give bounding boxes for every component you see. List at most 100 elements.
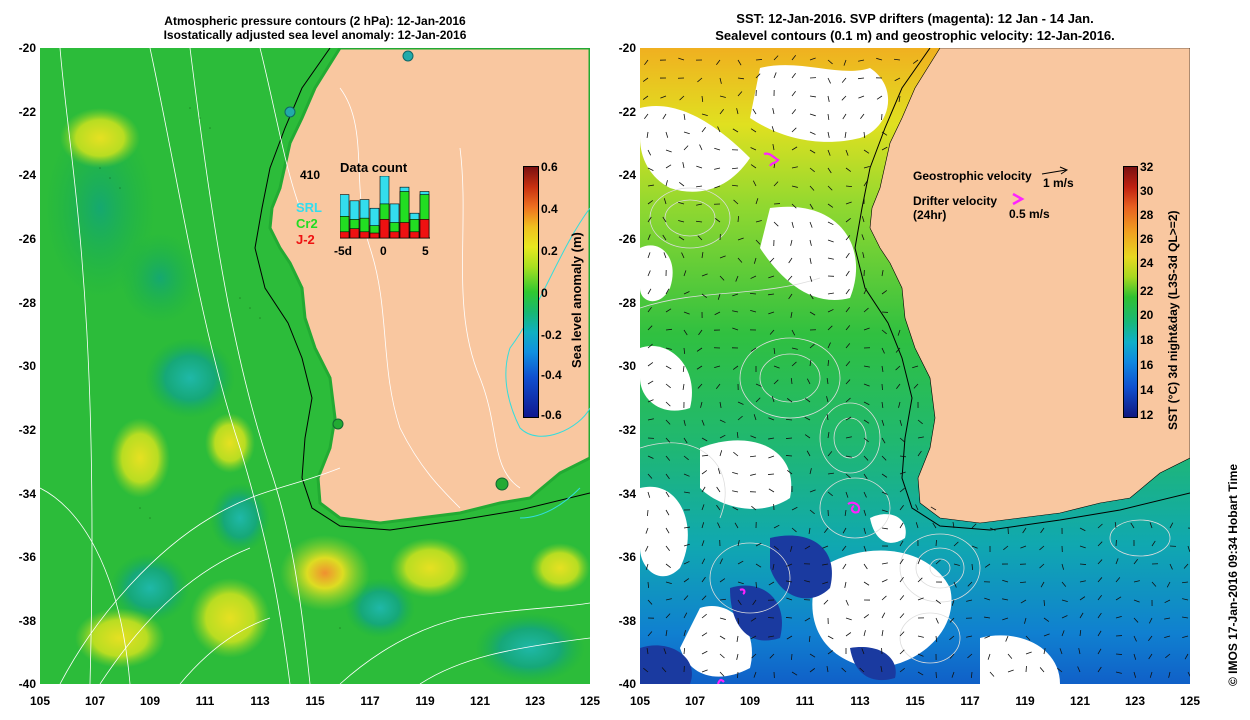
velocity-arrow — [1039, 545, 1045, 551]
velocity-arrow — [736, 635, 739, 642]
velocity-arrow — [827, 257, 834, 260]
velocity-arrow — [1151, 540, 1156, 547]
velocity-arrow — [683, 543, 690, 547]
sst-map[interactable] — [640, 48, 1190, 684]
velocity-arrow — [917, 635, 924, 638]
tide-gauges — [284, 50, 509, 491]
velocity-arrow — [647, 216, 652, 223]
sealevel-contours — [640, 187, 1171, 664]
velocity-arrow — [984, 635, 991, 639]
sea-level-anomaly-map[interactable] — [40, 48, 590, 684]
velocity-arrow — [701, 613, 707, 619]
velocity-arrow — [719, 671, 725, 677]
inset-title: Data count — [340, 160, 408, 175]
velocity-arrow — [665, 563, 671, 568]
velocity-arrow — [809, 185, 815, 191]
velocity-arrow — [881, 270, 884, 277]
velocity-arrow — [912, 365, 919, 369]
geo-scale-value: 1 m/s — [1043, 176, 1074, 190]
velocity-arrow — [683, 291, 690, 295]
velocity-arrow — [827, 309, 834, 313]
velocity-arrow — [863, 581, 870, 586]
velocity-arrow — [647, 306, 652, 313]
velocity-arrow — [1149, 671, 1153, 678]
velocity-arrow — [952, 522, 955, 529]
right-ytick: -34 — [618, 487, 636, 501]
velocity-arrow — [1115, 596, 1122, 601]
velocity-arrow — [1079, 596, 1086, 601]
velocity-arrow — [731, 184, 739, 187]
velocity-arrow — [899, 522, 904, 529]
velocity-arrow — [841, 77, 847, 83]
velocity-arrow — [767, 473, 775, 475]
velocity-arrow — [1184, 653, 1189, 660]
inset-bar-j2 — [340, 231, 350, 239]
velocity-arrow — [827, 239, 834, 243]
velocity-arrow — [665, 308, 672, 313]
velocity-arrow — [845, 235, 851, 241]
velocity-arrow — [808, 527, 811, 534]
velocity-arrow — [768, 581, 775, 586]
velocity-arrow — [827, 77, 831, 84]
velocity-arrow — [809, 275, 813, 282]
velocity-arrow — [737, 91, 743, 97]
velocity-arrow — [662, 234, 667, 241]
sla-tick: 0.2 — [541, 244, 558, 258]
velocity-arrow — [787, 275, 793, 281]
velocity-arrow — [863, 166, 870, 169]
velocity-arrow — [1182, 635, 1189, 639]
velocity-arrow — [880, 666, 883, 673]
inset-bar-j2 — [419, 219, 430, 239]
inset-bar-j2 — [369, 232, 380, 239]
velocity-arrow — [732, 365, 739, 370]
left-xtick: 119 — [415, 694, 435, 708]
velocity-arrow — [804, 617, 811, 622]
velocity-arrow — [899, 540, 904, 547]
sla-tick: 0 — [541, 286, 548, 300]
velocity-arrow — [665, 180, 668, 187]
velocity-arrow — [1133, 653, 1137, 660]
inset-legend-cr2: Cr2 — [296, 216, 318, 231]
velocity-arrow — [788, 257, 793, 264]
velocity-arrow — [753, 414, 757, 421]
velocity-arrow — [791, 671, 798, 676]
velocity-arrow — [661, 667, 667, 673]
velocity-arrow — [737, 581, 744, 585]
velocity-arrow — [753, 671, 757, 678]
right-xtick: 117 — [960, 694, 980, 708]
velocity-arrow — [1115, 653, 1123, 655]
velocity-arrow — [935, 599, 941, 604]
velocity-arrow — [679, 182, 685, 187]
velocity-arrow — [701, 486, 706, 493]
velocity-arrow — [917, 436, 924, 439]
velocity-arrow — [984, 597, 991, 601]
velocity-arrow — [787, 469, 793, 475]
velocity-arrow — [678, 57, 685, 61]
velocity-arrow — [733, 451, 739, 457]
velocity-arrow — [696, 347, 703, 352]
velocity-arrow — [791, 527, 797, 533]
sst-tick: 20 — [1140, 308, 1154, 322]
velocity-arrow — [771, 396, 775, 403]
velocity-arrow — [826, 396, 829, 403]
velocity-arrow — [881, 329, 887, 335]
velocity-arrow — [822, 545, 829, 549]
velocity-arrow — [647, 399, 654, 403]
velocity-arrow — [790, 545, 793, 552]
velocity-arrow — [719, 450, 723, 457]
velocity-arrow — [717, 126, 721, 133]
velocity-arrow — [827, 292, 834, 295]
right-ytick: -24 — [618, 168, 636, 182]
velocity-arrow — [896, 383, 901, 390]
velocity-arrow — [827, 650, 834, 655]
left-ytick: -26 — [18, 232, 36, 246]
velocity-arrow — [951, 671, 955, 678]
left-title-line2: Isostatically adjusted sea level anomaly… — [163, 28, 467, 42]
velocity-arrow — [845, 473, 851, 479]
velocity-arrow — [755, 542, 762, 547]
velocity-arrow — [806, 378, 811, 385]
velocity-arrow — [899, 419, 903, 426]
velocity-arrow — [881, 146, 888, 151]
velocity-arrow — [881, 630, 884, 637]
velocity-arrow — [791, 506, 798, 511]
